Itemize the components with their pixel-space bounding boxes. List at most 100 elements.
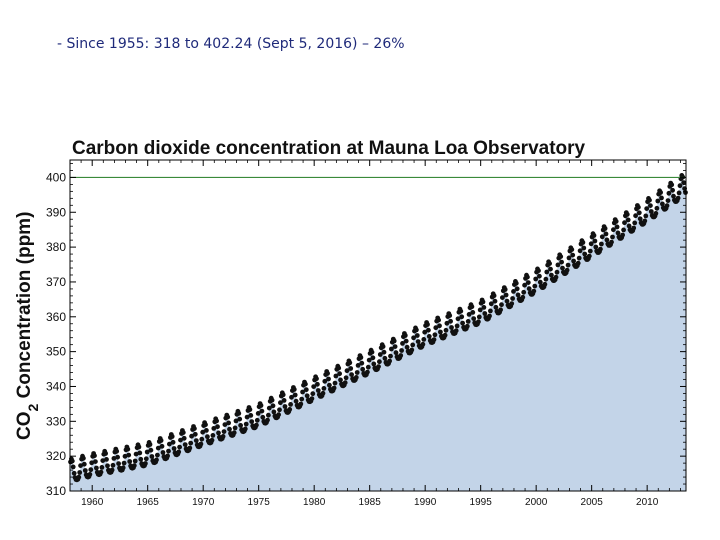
data-point xyxy=(304,393,310,399)
data-point xyxy=(81,455,86,461)
data-point xyxy=(254,422,259,428)
data-point xyxy=(132,458,138,464)
data-point xyxy=(265,417,270,423)
data-point xyxy=(327,382,332,388)
data-point xyxy=(643,213,649,219)
data-point xyxy=(280,392,286,398)
data-point xyxy=(500,295,505,300)
x-tick-label: 2000 xyxy=(525,497,548,508)
data-point xyxy=(181,435,187,441)
data-point xyxy=(298,401,304,407)
data-point xyxy=(70,464,76,470)
data-point xyxy=(575,260,581,266)
x-tick-label: 1995 xyxy=(470,497,493,508)
data-point xyxy=(431,337,437,342)
data-point xyxy=(582,251,588,257)
y-axis-label: CO2 Concentration (ppm) xyxy=(14,212,41,440)
data-point xyxy=(192,426,197,431)
data-point xyxy=(503,292,509,298)
data-point xyxy=(515,292,521,298)
data-point xyxy=(331,385,337,391)
data-point xyxy=(488,308,493,314)
data-point xyxy=(199,436,205,442)
x-tick-label: 1965 xyxy=(137,497,160,508)
data-point xyxy=(238,423,244,428)
data-point xyxy=(366,357,372,363)
data-point xyxy=(249,419,255,424)
data-point xyxy=(342,380,348,386)
data-point xyxy=(104,457,109,462)
data-point xyxy=(347,360,353,366)
x-tick-label: 1970 xyxy=(192,497,215,508)
y-tick-label: 380 xyxy=(46,240,66,254)
data-point xyxy=(414,327,419,333)
data-point xyxy=(166,448,171,454)
x-tick-label: 1985 xyxy=(359,497,382,508)
data-point xyxy=(326,376,331,382)
data-point xyxy=(220,434,226,439)
data-point xyxy=(615,230,621,236)
data-point xyxy=(422,329,428,335)
data-point xyxy=(389,346,394,352)
data-point xyxy=(376,364,381,369)
data-point xyxy=(555,262,561,268)
data-point xyxy=(665,198,671,204)
data-point xyxy=(309,396,315,401)
y-tick-label: 370 xyxy=(46,275,66,289)
data-point xyxy=(187,445,193,451)
data-point xyxy=(426,334,432,339)
x-tick-label: 1990 xyxy=(414,497,437,508)
data-point xyxy=(480,299,486,305)
data-point xyxy=(76,474,82,480)
x-tick-label: 1960 xyxy=(81,497,104,508)
data-point xyxy=(209,437,215,443)
data-point xyxy=(260,414,266,420)
data-point xyxy=(681,180,687,186)
data-point xyxy=(525,280,531,285)
x-tick-label: 2005 xyxy=(581,497,604,508)
data-point xyxy=(460,320,465,326)
data-point xyxy=(675,195,681,201)
data-point xyxy=(421,337,427,342)
data-point xyxy=(349,372,354,377)
data-point xyxy=(171,446,177,451)
data-point xyxy=(477,307,483,313)
data-point xyxy=(232,425,238,431)
data-point xyxy=(94,465,99,471)
data-point xyxy=(259,408,265,414)
data-point xyxy=(299,396,305,402)
data-point xyxy=(204,428,209,433)
data-point xyxy=(365,369,370,375)
data-point xyxy=(565,262,571,268)
data-point xyxy=(636,204,641,210)
data-point xyxy=(92,453,97,459)
data-point xyxy=(98,469,104,475)
data-point xyxy=(564,267,570,273)
data-point xyxy=(677,183,683,189)
data-point xyxy=(613,219,619,224)
data-point xyxy=(622,220,627,226)
data-point xyxy=(315,381,320,387)
y-tick-label: 340 xyxy=(46,379,66,393)
data-point xyxy=(444,320,450,326)
data-point xyxy=(320,390,326,396)
data-point xyxy=(358,355,364,360)
data-point xyxy=(498,307,503,313)
data-point xyxy=(82,468,88,473)
data-point xyxy=(192,431,198,437)
data-point xyxy=(598,246,603,252)
data-point xyxy=(321,386,327,391)
data-point xyxy=(648,203,653,209)
data-point xyxy=(648,209,654,214)
data-point xyxy=(392,344,398,349)
data-point xyxy=(626,223,632,229)
data-point xyxy=(453,328,459,334)
data-point xyxy=(553,274,559,280)
data-point xyxy=(664,203,670,209)
data-point xyxy=(647,197,652,203)
y-tick-label: 310 xyxy=(46,484,66,498)
data-point xyxy=(414,333,420,338)
data-point xyxy=(537,273,542,279)
data-point xyxy=(443,327,449,333)
